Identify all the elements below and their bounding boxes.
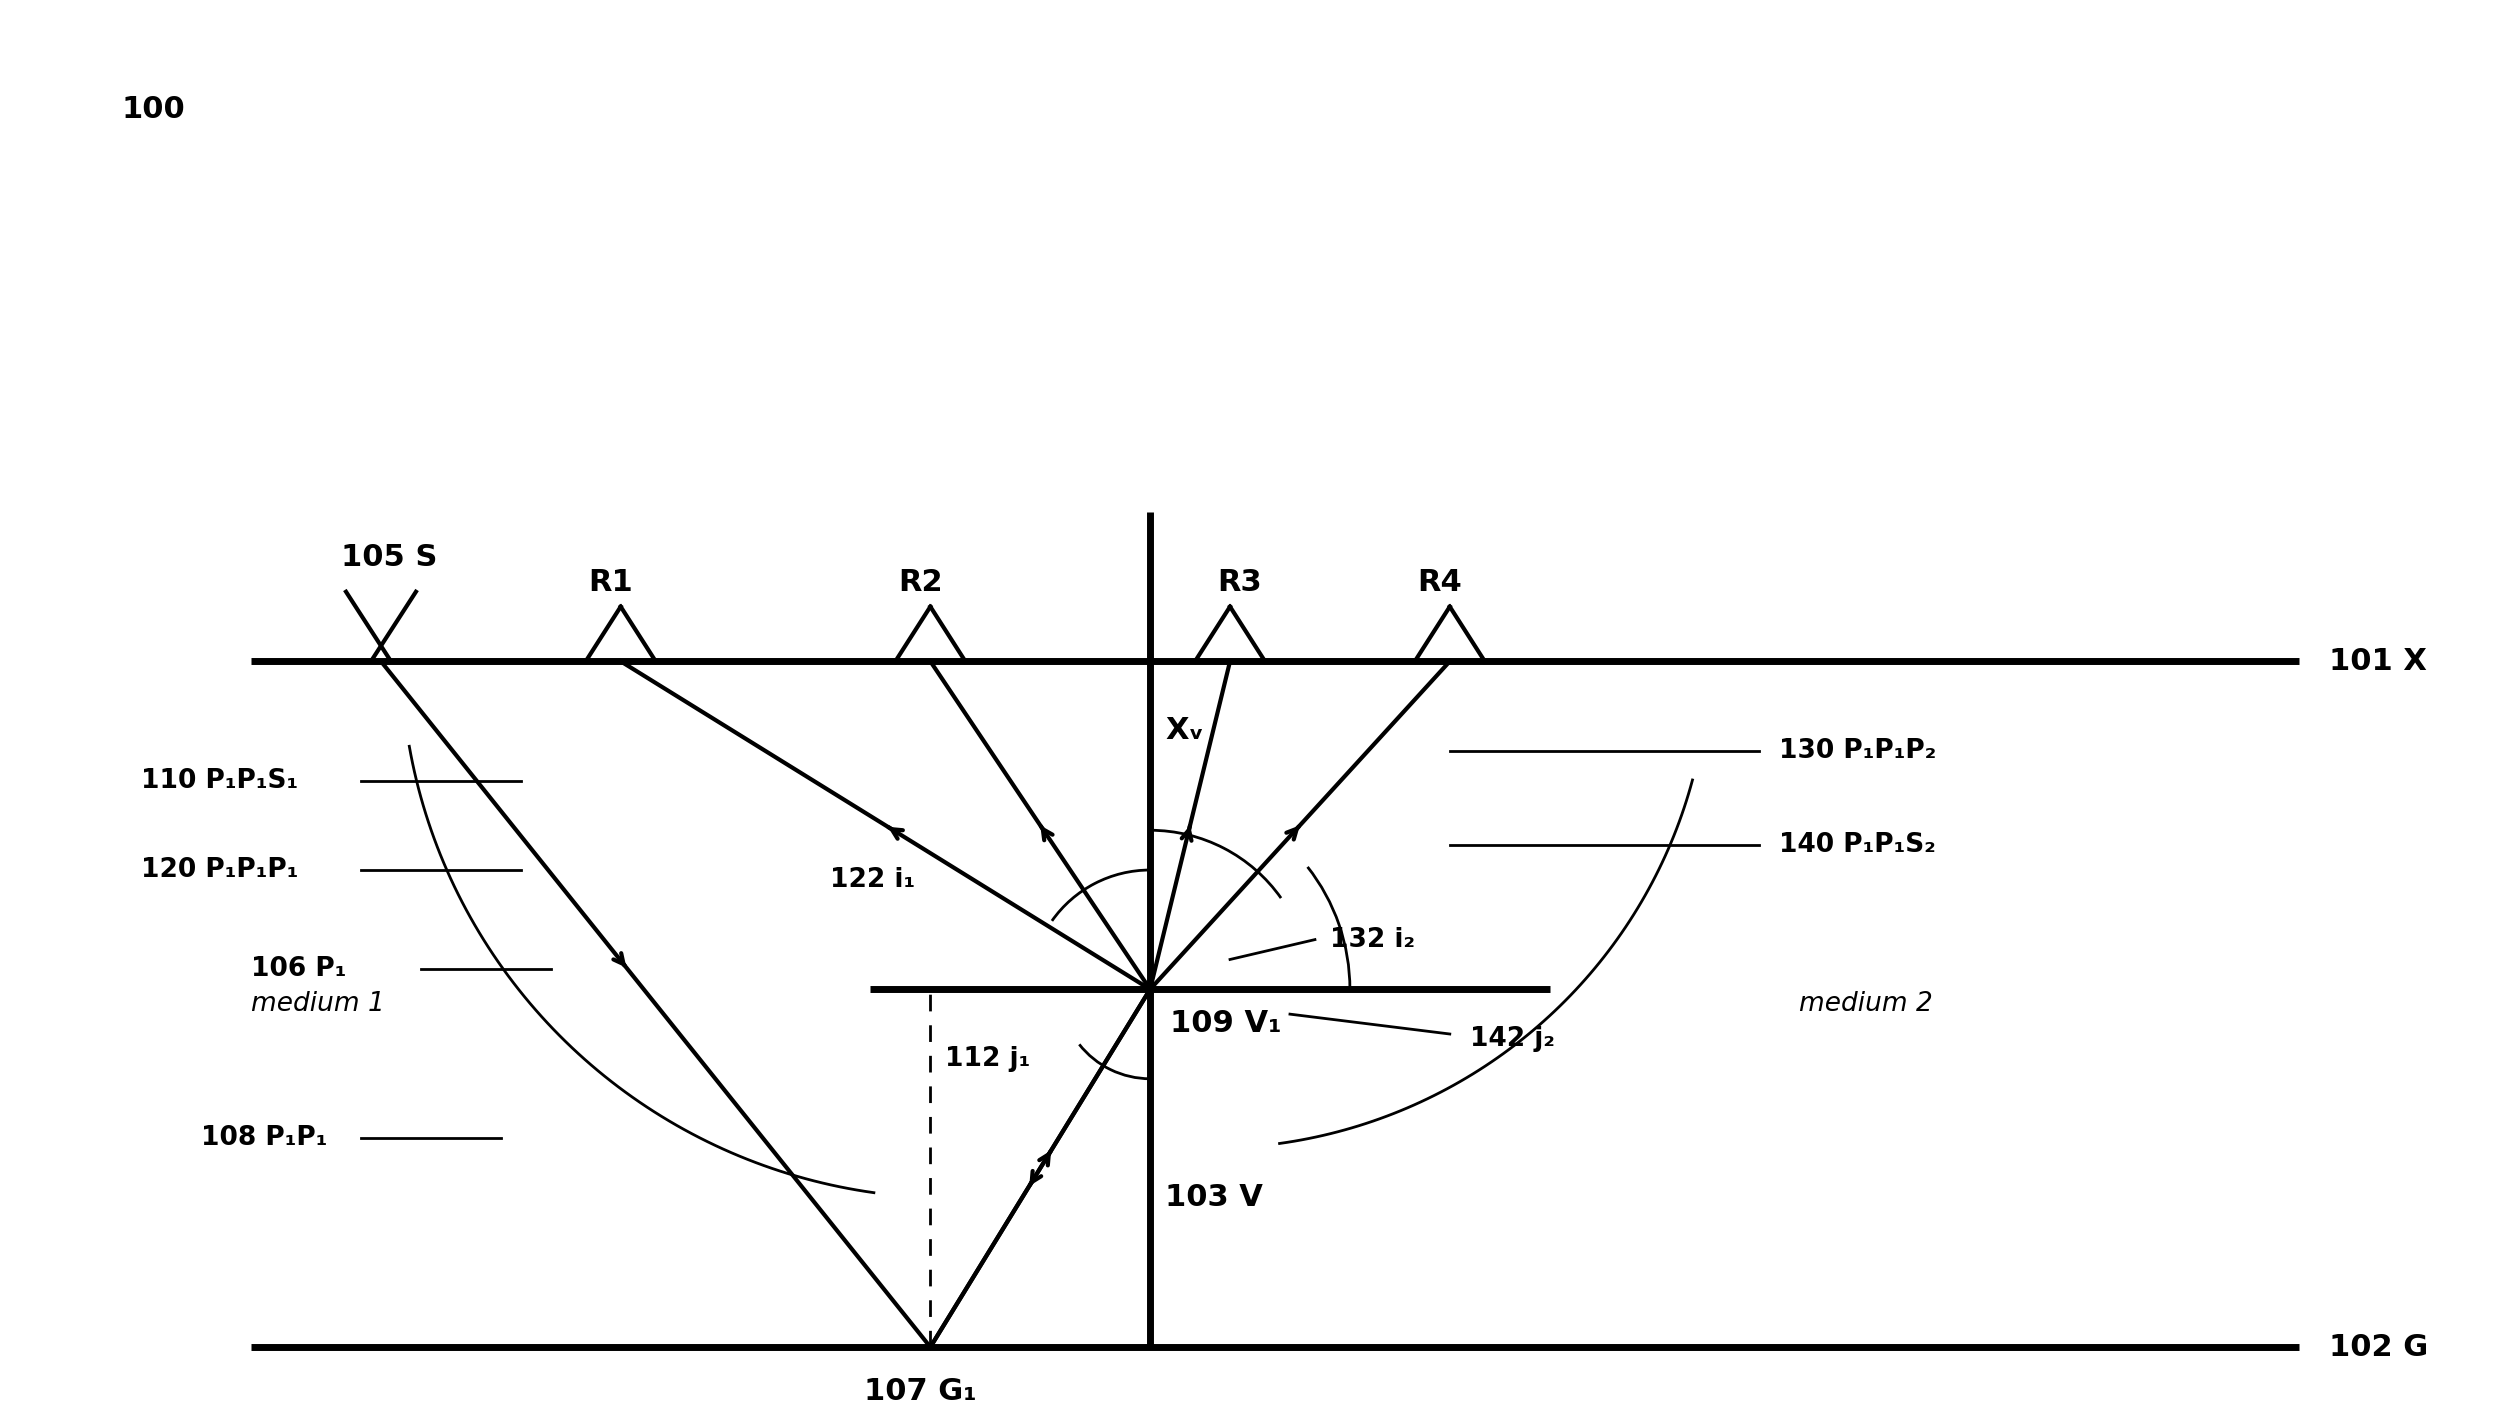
Text: 132 i₂: 132 i₂ xyxy=(1330,926,1415,953)
Text: 122 i₁: 122 i₁ xyxy=(830,867,915,894)
Text: R1: R1 xyxy=(588,567,634,597)
Text: 102 G: 102 G xyxy=(2328,1332,2429,1362)
Text: medium 1: medium 1 xyxy=(251,991,385,1017)
Text: 130 P₁P₁P₂: 130 P₁P₁P₂ xyxy=(1780,738,1936,764)
Text: 112 j₁: 112 j₁ xyxy=(945,1046,1031,1072)
Text: 100: 100 xyxy=(121,95,186,124)
Text: 110 P₁P₁S₁: 110 P₁P₁S₁ xyxy=(141,768,299,793)
Text: 120 P₁P₁P₁: 120 P₁P₁P₁ xyxy=(141,857,299,882)
Text: 106 P₁: 106 P₁ xyxy=(251,956,347,983)
Text: Xᵥ: Xᵥ xyxy=(1164,715,1204,745)
Text: 109 V₁: 109 V₁ xyxy=(1169,1010,1282,1038)
Text: 101 X: 101 X xyxy=(2328,646,2426,676)
Text: 105 S: 105 S xyxy=(342,543,437,571)
Text: 108 P₁P₁: 108 P₁P₁ xyxy=(201,1126,327,1151)
Text: R3: R3 xyxy=(1217,567,1262,597)
Text: R4: R4 xyxy=(1418,567,1463,597)
Text: 142 j₂: 142 j₂ xyxy=(1471,1027,1554,1052)
Text: 103 V: 103 V xyxy=(1164,1184,1262,1212)
Text: medium 2: medium 2 xyxy=(1800,991,1933,1017)
Text: 107 G₁: 107 G₁ xyxy=(865,1377,975,1406)
Text: R2: R2 xyxy=(897,567,943,597)
Text: 140 P₁P₁S₂: 140 P₁P₁S₂ xyxy=(1780,833,1936,858)
